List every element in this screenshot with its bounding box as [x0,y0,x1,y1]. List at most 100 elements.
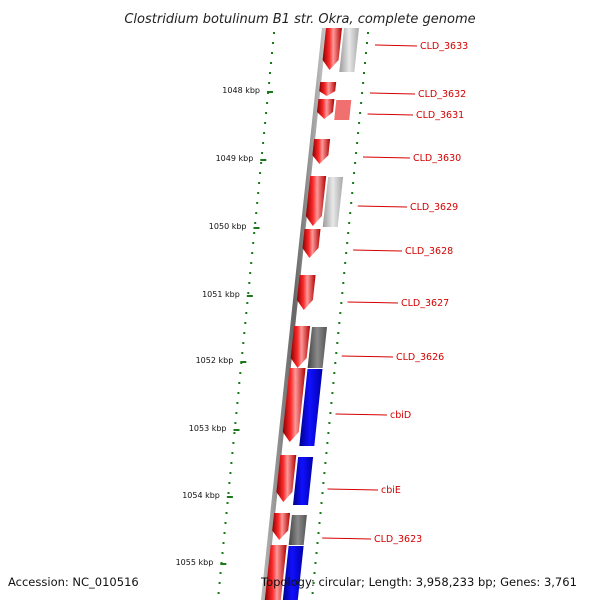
gene-feature-block[interactable] [339,28,359,72]
gene-label[interactable]: CLD_3632 [418,89,466,100]
gene-feature-block[interactable] [288,515,307,545]
scale-label: 1049 kbp [216,154,254,163]
gene-label[interactable]: cbiD [390,410,411,421]
outer-track-dot [343,272,346,274]
gene-label[interactable]: CLD_3623 [374,534,422,545]
gene-feature-block[interactable] [334,100,352,120]
gene-label[interactable]: CLD_3628 [405,246,453,257]
gene-label[interactable]: CLD_3630 [413,153,461,164]
scale-dot [256,202,259,204]
scale-dot [251,252,254,254]
outer-track-dot [321,492,324,494]
outer-track-dot [311,592,314,594]
scale-dot [249,272,252,274]
forward-gene-arrow[interactable] [264,545,287,600]
scale-tick [240,361,247,363]
forward-gene-arrow[interactable] [282,368,306,442]
outer-track-dot [318,522,321,524]
scale-dot [245,312,248,314]
scale-label: 1053 kbp [189,424,227,433]
outer-track-dot [327,432,330,434]
scale-dot [254,222,257,224]
forward-gene-arrow[interactable] [322,28,342,70]
accession-text: Accession: NC_010516 [8,575,139,589]
scale-dot [253,232,256,234]
forward-gene-arrow[interactable] [305,176,327,226]
scale-tick [253,227,260,229]
outer-track-dot [330,402,333,404]
leader-line [369,92,416,95]
gene-label[interactable]: cbiE [381,485,401,496]
outer-track-dot [347,232,350,234]
leader-line [357,205,408,208]
gene-label[interactable]: CLD_3633 [420,41,468,52]
outer-track-dot [312,582,315,584]
scale-label-group: 1048 kbp 1049 kbp 1050 kbp 1051 kbp 1052 kbp… [176,86,273,567]
gene-label[interactable]: CLD_3626 [396,352,444,363]
scale-dot [248,282,251,284]
scale-dot [232,442,235,444]
gene-label-group: CLD_3633 CLD_3632 CLD_3631 CLD_3630 CLD_3629… [374,41,468,545]
forward-gene-arrow[interactable] [290,326,311,368]
gene-feature-block[interactable] [282,546,304,600]
gene-label[interactable]: CLD_3631 [416,110,464,121]
forward-gene-arrow[interactable] [276,455,297,502]
scale-dot [263,132,266,134]
outer-track-dot [313,572,316,574]
gene-feature-block[interactable] [293,457,314,505]
forward-gene-arrow[interactable] [302,229,321,258]
outer-track-dot [367,32,369,34]
outer-track-dot [335,352,338,354]
genome-title: Clostridium botulinum B1 str. Okra, comp… [124,12,475,27]
leader-line [374,44,418,47]
outer-track-dot [366,42,368,44]
scale-dot [260,162,263,164]
outer-track-dot [339,312,342,314]
forward-gene-arrow[interactable] [312,139,331,164]
outer-track-dot [320,502,323,504]
scale-tick [260,159,267,161]
scale-dot [265,112,268,114]
outer-track-dot [358,122,361,124]
scale-dot [243,332,246,334]
gene-feature-block[interactable] [322,177,344,227]
scale-dot [259,172,262,174]
outer-track-dot [357,132,360,134]
forward-gene-arrow[interactable] [272,513,291,540]
outer-track-dot [326,442,329,444]
scale-label: 1050 kbp [209,222,247,231]
scale-dot [247,292,250,294]
gene-label[interactable]: CLD_3627 [401,298,449,309]
scale-dot [237,392,240,394]
outer-track-dot [352,182,355,184]
outer-track-dot [329,412,332,414]
scale-dot [273,32,275,34]
leader-line [367,113,414,116]
outer-track-dot [331,392,334,394]
scale-dot [236,402,239,404]
outer-track-dot [356,142,359,144]
outer-track-dot [340,302,343,304]
scale-dot [221,552,224,554]
forward-gene-arrow[interactable] [317,99,335,119]
gene-feature-block[interactable] [299,369,323,446]
outer-track-dot [317,532,320,534]
scale-dot [226,502,229,504]
gene-feature-block[interactable] [307,327,327,368]
scale-dot [250,262,253,264]
outer-track-dot [351,192,354,194]
outer-track-dot [354,162,357,164]
scale-dot [234,422,237,424]
scale-dot [266,102,269,104]
forward-gene-arrow[interactable] [319,82,337,96]
scale-dot [264,122,267,124]
outer-track-dot [342,282,345,284]
scale-dot [233,432,236,434]
outer-track-dot [365,52,367,54]
outer-track-dot [325,452,328,454]
scale-dot [255,212,258,214]
leader-line-group [322,44,418,540]
forward-gene-arrow[interactable] [296,275,316,310]
scale-dot [225,512,228,514]
gene-label[interactable]: CLD_3629 [410,202,458,213]
